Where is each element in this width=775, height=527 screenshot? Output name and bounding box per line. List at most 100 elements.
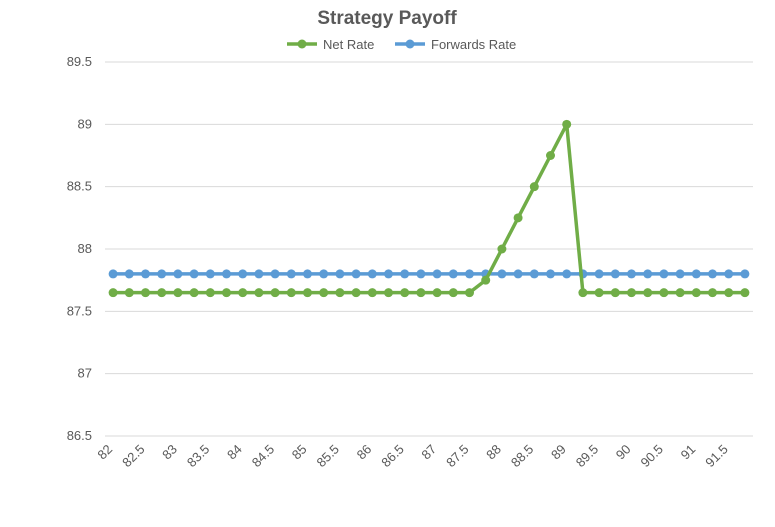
data-point [659, 288, 669, 298]
x-tick-label: 90 [613, 442, 634, 463]
y-tick-label: 88.5 [67, 179, 92, 194]
data-point [708, 288, 717, 298]
data-point [529, 269, 539, 279]
x-tick-label: 85 [289, 442, 310, 463]
y-tick-label: 88 [78, 241, 92, 256]
data-point [432, 269, 442, 279]
x-tick-label: 91 [678, 442, 699, 463]
data-point [529, 182, 539, 192]
data-point [157, 269, 167, 279]
x-tick-label: 86.5 [378, 442, 407, 471]
y-axis-ticks: 86.5 87 87.5 88 88.5 89 89.5 [67, 54, 92, 443]
data-point [173, 288, 183, 298]
data-point [400, 288, 410, 298]
data-point [416, 288, 426, 298]
x-tick-label: 88 [483, 442, 504, 463]
x-tick-label: 82.5 [119, 442, 148, 471]
data-point [740, 269, 750, 279]
data-point [448, 288, 458, 298]
data-point [157, 288, 167, 298]
data-point [691, 269, 701, 279]
data-point [594, 269, 604, 279]
data-point [303, 269, 312, 279]
data-point [205, 288, 215, 298]
data-point [141, 288, 150, 298]
data-point [627, 288, 636, 298]
y-tick-label: 87.5 [67, 303, 92, 318]
x-tick-label: 85.5 [314, 442, 343, 471]
data-point [513, 269, 523, 279]
data-point [222, 269, 231, 279]
data-point [708, 269, 717, 279]
data-point [351, 269, 361, 279]
data-point [546, 269, 555, 279]
data-point [578, 288, 588, 298]
data-point [610, 269, 620, 279]
data-point [610, 288, 620, 298]
data-point [141, 269, 150, 279]
data-point [303, 288, 312, 298]
data-point [497, 244, 507, 254]
x-tick-label: 84 [224, 442, 245, 463]
y-tick-label: 89 [78, 116, 92, 131]
data-point [124, 269, 134, 279]
x-tick-label: 89 [548, 442, 569, 463]
data-point [319, 288, 329, 298]
data-point [367, 288, 377, 298]
data-point [691, 288, 701, 298]
data-point [659, 269, 669, 279]
data-point [465, 269, 474, 279]
data-point [497, 269, 507, 279]
data-point [124, 288, 134, 298]
data-point [724, 269, 734, 279]
data-point [594, 288, 604, 298]
data-point [627, 269, 636, 279]
data-point [465, 288, 474, 298]
data-point [189, 269, 199, 279]
data-point [189, 288, 199, 298]
data-point [319, 269, 329, 279]
x-tick-label: 89.5 [573, 442, 602, 471]
data-point [643, 288, 653, 298]
x-tick-label: 83.5 [184, 442, 213, 471]
data-point [384, 269, 393, 279]
data-point [432, 288, 442, 298]
data-point [205, 269, 215, 279]
chart-title: Strategy Payoff [317, 8, 457, 29]
data-point [675, 288, 685, 298]
y-tick-label: 89.5 [67, 54, 92, 69]
x-axis-ticks: 82 82.5 83 83.5 84 84.5 85 85.5 86 86.5 87 87.5 88 88… [94, 442, 730, 471]
data-point [740, 288, 750, 298]
data-point [270, 288, 280, 298]
x-tick-label: 91.5 [702, 442, 731, 471]
data-point [238, 269, 248, 279]
x-tick-label: 84.5 [249, 442, 278, 471]
data-point [400, 269, 410, 279]
y-tick-label: 87 [78, 366, 92, 381]
data-point [238, 288, 248, 298]
data-point [384, 288, 393, 298]
data-point [562, 119, 572, 129]
data-point [335, 269, 345, 279]
x-tick-label: 88.5 [508, 442, 537, 471]
series-layer [108, 119, 750, 298]
data-point [448, 269, 458, 279]
data-point [222, 288, 231, 298]
data-point [351, 288, 361, 298]
data-point [546, 151, 555, 160]
data-point [254, 288, 264, 298]
x-tick-label: 82 [94, 442, 115, 463]
data-point [108, 288, 118, 298]
data-point [173, 269, 183, 279]
x-tick-label: 87.5 [443, 442, 472, 471]
series-1 [108, 269, 750, 279]
legend-label: Net Rate [323, 37, 374, 52]
data-point [562, 269, 572, 279]
data-point [335, 288, 345, 298]
data-point [675, 269, 685, 279]
x-tick-label: 83 [159, 442, 180, 463]
data-point [643, 269, 653, 279]
legend-swatch-marker [297, 39, 307, 49]
x-tick-label: 90.5 [638, 442, 667, 471]
